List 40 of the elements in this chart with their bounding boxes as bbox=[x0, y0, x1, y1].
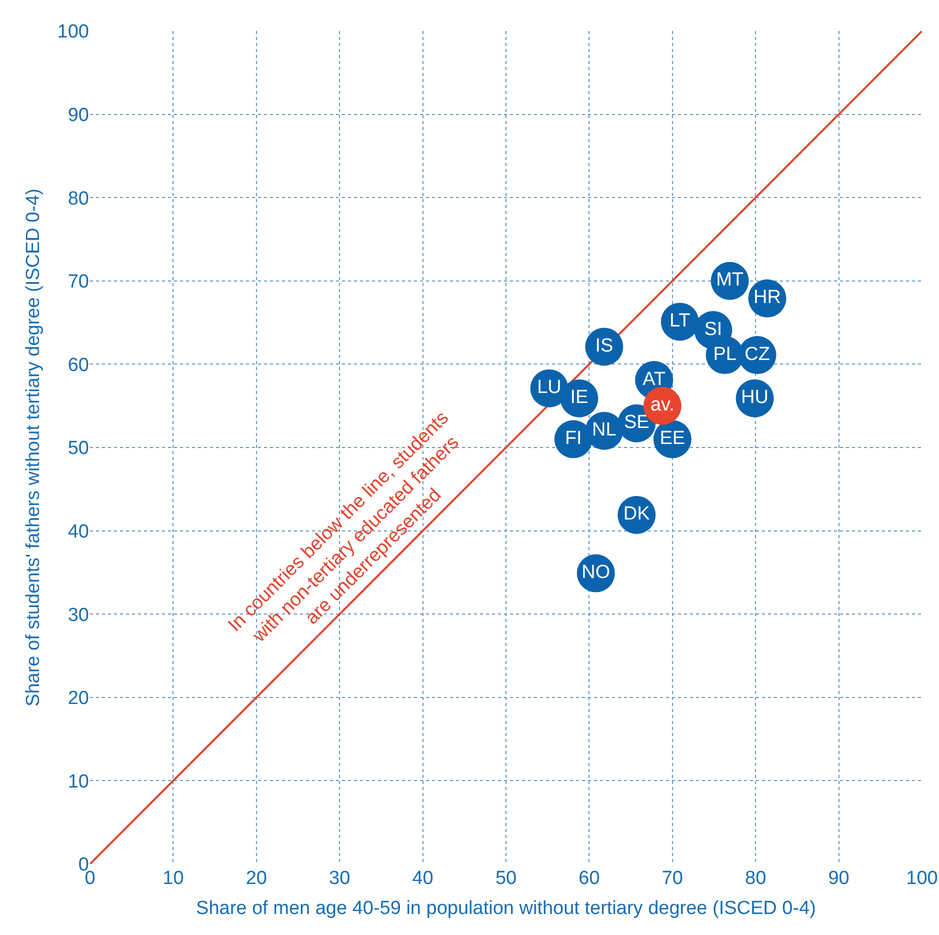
data-label: IE bbox=[570, 387, 588, 408]
data-label: AT bbox=[642, 368, 666, 390]
y-tick-label: 30 bbox=[68, 604, 89, 626]
x-tick-label: 90 bbox=[828, 868, 850, 889]
data-label: HU bbox=[741, 387, 768, 408]
data-label: FI bbox=[564, 428, 582, 449]
data-label: HR bbox=[754, 287, 781, 308]
data-label: EE bbox=[660, 428, 686, 449]
data-label: MT bbox=[716, 270, 744, 291]
data-label: SI bbox=[704, 318, 722, 340]
x-tick-label: 40 bbox=[412, 868, 434, 889]
y-tick-label: 60 bbox=[68, 354, 89, 376]
y-tick-label: 90 bbox=[68, 104, 89, 126]
y-tick-label: 20 bbox=[68, 688, 89, 710]
data-label: av. bbox=[650, 394, 674, 416]
data-label: LT bbox=[670, 310, 691, 332]
data-label: CZ bbox=[744, 344, 770, 365]
y-tick-label: 10 bbox=[68, 771, 89, 792]
y-tick-label: 100 bbox=[57, 22, 89, 43]
x-tick-label: 60 bbox=[578, 868, 600, 889]
data-label: DK bbox=[623, 504, 650, 525]
y-tick-label: 50 bbox=[68, 438, 89, 460]
x-tick-label: 10 bbox=[162, 868, 184, 889]
x-tick-label: 100 bbox=[906, 868, 938, 889]
data-label: IS bbox=[595, 335, 614, 356]
data-label: PL bbox=[713, 344, 736, 365]
x-tick-label: 30 bbox=[329, 868, 350, 889]
x-tick-label: 80 bbox=[745, 868, 766, 889]
data-label: LU bbox=[537, 377, 562, 398]
x-tick-label: 70 bbox=[662, 868, 683, 889]
data-label: SE bbox=[624, 412, 650, 434]
x-axis-title: Share of men age 40-59 in population without tertiary degree (ISCED 0-4) bbox=[196, 898, 816, 919]
data-label: NO bbox=[582, 562, 610, 584]
y-tick-label: 80 bbox=[68, 188, 89, 210]
y-tick-label: 40 bbox=[68, 521, 89, 542]
y-axis-title: Share of students' fathers without tertiary degree (ISCED 0-4) bbox=[23, 188, 44, 706]
y-tick-label: 70 bbox=[68, 272, 89, 293]
x-tick-label: 20 bbox=[246, 868, 267, 889]
data-label: NL bbox=[592, 420, 616, 441]
x-tick-label: 50 bbox=[495, 868, 517, 889]
